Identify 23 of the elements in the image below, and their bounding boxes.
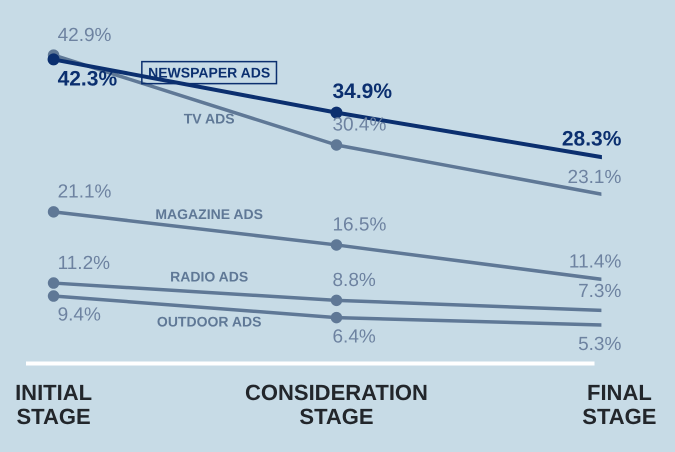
data-label: 11.2% xyxy=(58,252,110,274)
x-tick-label: INITIAL STAGE xyxy=(15,380,92,429)
series-label: MAGAZINE ADS xyxy=(155,206,263,222)
data-label: 23.1% xyxy=(568,167,622,188)
data-label: 28.3% xyxy=(562,127,622,150)
series-label: NEWSPAPER ADS xyxy=(148,64,270,81)
data-label: 42.9% xyxy=(58,24,112,46)
data-label: 8.8% xyxy=(332,270,376,292)
series-label: OUTDOOR ADS xyxy=(156,314,262,330)
x-tick-label: CONSIDERATION STAGE xyxy=(245,380,428,429)
data-label: 11.4% xyxy=(568,251,622,272)
data-label: 5.3% xyxy=(578,334,622,356)
data-label: 9.4% xyxy=(58,304,101,326)
data-label: 16.5% xyxy=(332,214,386,236)
data-label: 21.1% xyxy=(58,182,112,203)
data-label: 34.9% xyxy=(332,80,392,103)
data-label: 6.4% xyxy=(332,326,376,348)
x-tick-label: FINAL STAGE xyxy=(582,380,656,429)
data-label: 42.3% xyxy=(58,68,118,91)
data-label: 30.4% xyxy=(332,114,386,136)
data-label: 7.3% xyxy=(578,280,622,302)
series-label: TV ADS xyxy=(184,110,235,126)
series-label: RADIO ADS xyxy=(170,268,248,284)
